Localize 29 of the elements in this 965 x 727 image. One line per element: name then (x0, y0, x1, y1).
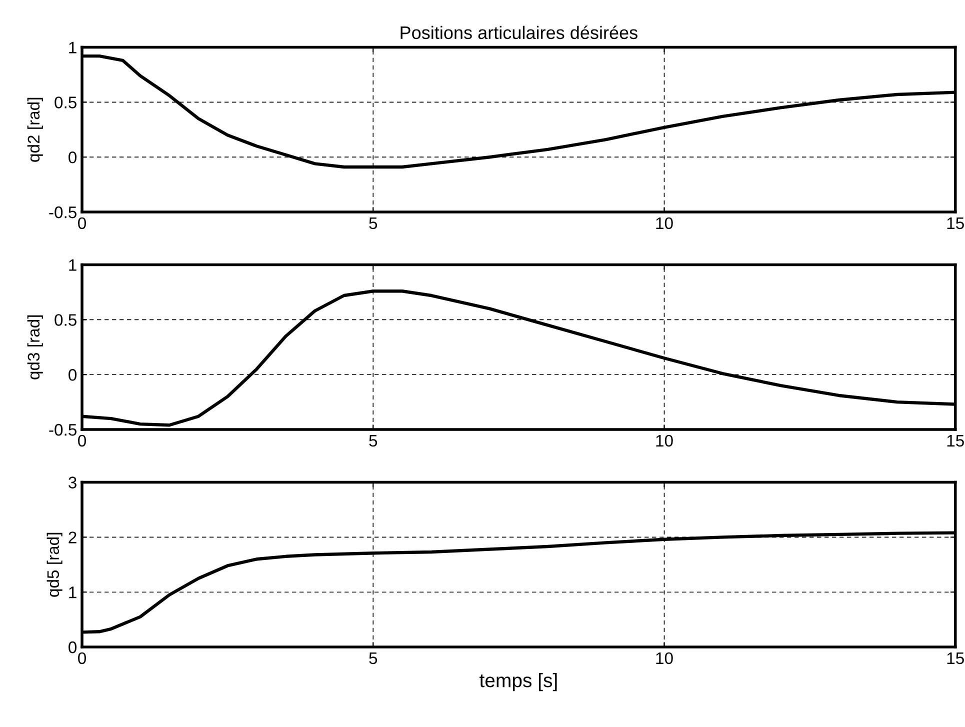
y-tick-label: 2 (68, 532, 76, 544)
y-tick-label: 1 (69, 42, 76, 54)
x-tick-label: 5 (369, 218, 378, 230)
chart-title: Positions articulaires désirées (400, 26, 638, 40)
y-tick-label: 0 (68, 152, 77, 164)
x-tick-label: 10 (656, 652, 673, 664)
y-axis-title: qd5 [rad] (46, 532, 62, 597)
y-tick-label: 0 (68, 369, 77, 381)
y-tick-label: 1 (69, 586, 76, 598)
y-tick-label: 1 (69, 259, 76, 271)
y-tick-label: 3 (68, 476, 76, 488)
x-tick-label: 0 (78, 652, 86, 664)
y-axis-title: qd3 [rad] (27, 315, 43, 380)
x-tick-label: 0 (78, 217, 86, 230)
x-axis-title: temps [s] (480, 672, 557, 692)
x-tick-label: 0 (78, 434, 86, 447)
y-tick-label: 0.5 (54, 96, 76, 108)
y-tick-label: 0 (68, 641, 77, 654)
x-tick-label: 10 (656, 217, 673, 230)
x-tick-label: 15 (947, 652, 964, 664)
x-tick-label: 15 (947, 218, 964, 230)
x-tick-label: 15 (947, 435, 964, 447)
y-tick-label: -0.5 (49, 206, 76, 218)
x-tick-label: 10 (656, 434, 673, 447)
x-tick-label: 5 (369, 435, 378, 447)
y-tick-label: 0.5 (54, 314, 76, 326)
x-tick-label: 5 (369, 652, 378, 664)
y-tick-label: -0.5 (49, 424, 76, 436)
y-axis-title: qd2 [rad] (27, 98, 43, 162)
